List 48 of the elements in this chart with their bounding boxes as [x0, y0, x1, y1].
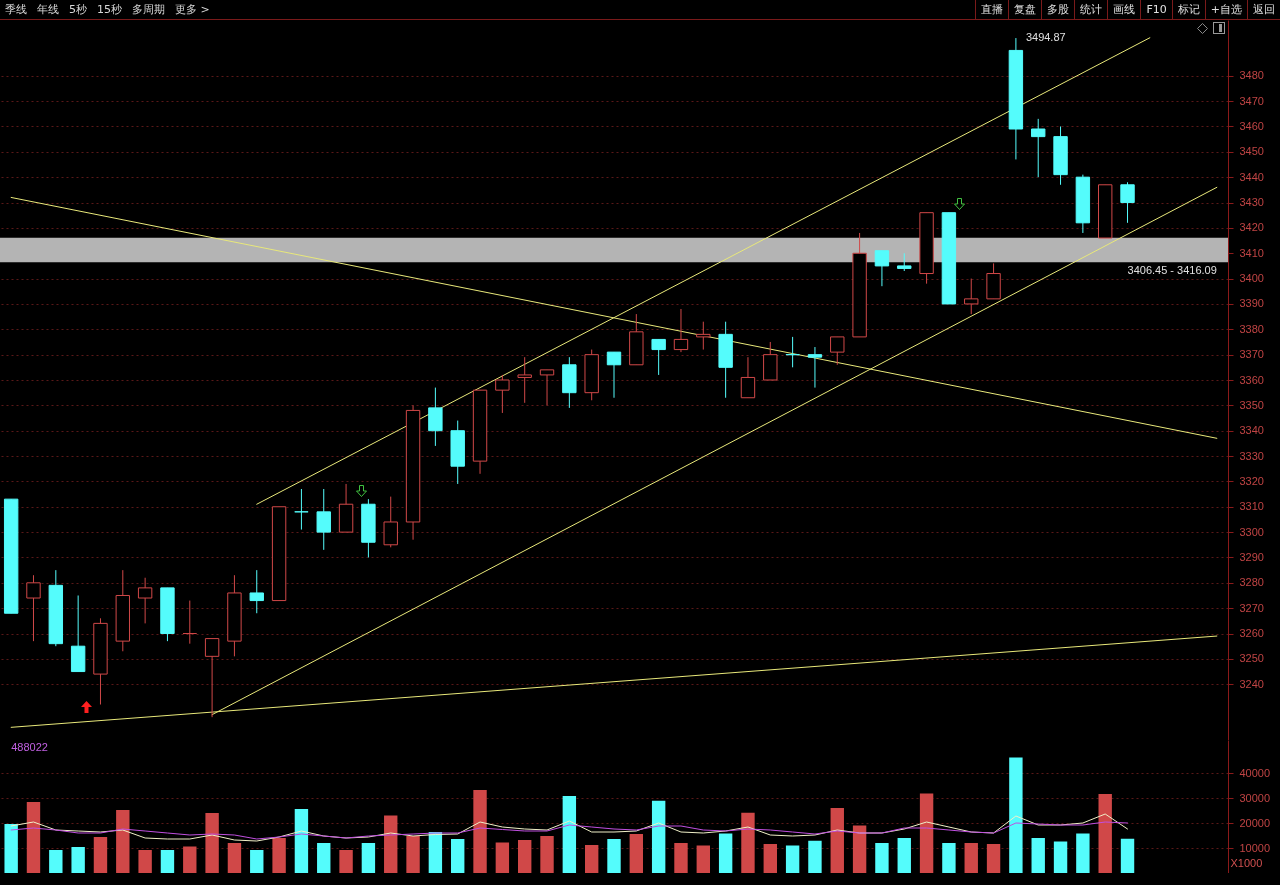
y-tick-label: 40000 [1239, 766, 1271, 779]
y-tick-label: 3250 [1239, 652, 1264, 665]
y-tick-label: 3320 [1239, 474, 1264, 487]
text: F10 [1140, 0, 1172, 19]
text: 复盘 [1008, 0, 1042, 19]
y-tick-label: 3340 [1239, 424, 1264, 437]
y-tick-label: 3380 [1239, 322, 1264, 335]
y-tick-label: 3400 [1239, 272, 1264, 285]
y-tick-label: 3390 [1239, 297, 1264, 310]
y-tick-label: 3310 [1239, 500, 1264, 513]
text: 直播 [975, 0, 1009, 19]
y-tick-label: 3430 [1239, 196, 1264, 209]
text: 统计 [1074, 0, 1108, 19]
y-tick-label: 3280 [1239, 576, 1264, 589]
y-tick-label: 3300 [1239, 525, 1264, 538]
y-tick-label: 3260 [1239, 627, 1264, 640]
text: 多周期 [132, 2, 165, 17]
y-tick-label: 3470 [1239, 94, 1264, 107]
text: 返回 [1247, 0, 1280, 19]
y-tick-label: 3270 [1239, 601, 1264, 614]
y-tick-label: 20000 [1239, 816, 1271, 829]
band-label: 3406.45 - 3416.09 [1127, 264, 1217, 277]
text: +自选 [1204, 0, 1247, 19]
y-tick-label: 3420 [1239, 221, 1264, 234]
y-tick-label: 3410 [1239, 246, 1264, 259]
y-tick-label: 3330 [1239, 449, 1264, 462]
text: 更多 > [175, 2, 210, 17]
text: 画线 [1107, 0, 1141, 19]
annotation: 488022 [11, 741, 48, 753]
annotation: 3494.87 [1025, 31, 1066, 44]
y-axis-title: X1000 [1230, 856, 1263, 869]
y-tick-label: 3460 [1239, 119, 1264, 132]
y-tick-label: 3440 [1239, 170, 1264, 183]
text: 年线 [37, 2, 59, 17]
y-tick-label: 3290 [1239, 550, 1264, 563]
y-tick-label: 3450 [1239, 145, 1264, 158]
y-tick-label: 3360 [1239, 373, 1264, 386]
text: 季线 [5, 2, 27, 17]
text: 多股 [1041, 0, 1075, 19]
text: 标记 [1171, 0, 1205, 19]
y-tick-label: 3370 [1239, 348, 1264, 361]
y-tick-label: 3480 [1239, 69, 1264, 82]
y-tick-label: 3240 [1239, 677, 1264, 690]
y-tick-label: 10000 [1239, 841, 1271, 854]
text: 5秒 [69, 2, 87, 17]
y-tick-label: 3350 [1239, 398, 1264, 411]
text: 15秒 [97, 2, 122, 17]
y-tick-label: 30000 [1239, 791, 1271, 804]
